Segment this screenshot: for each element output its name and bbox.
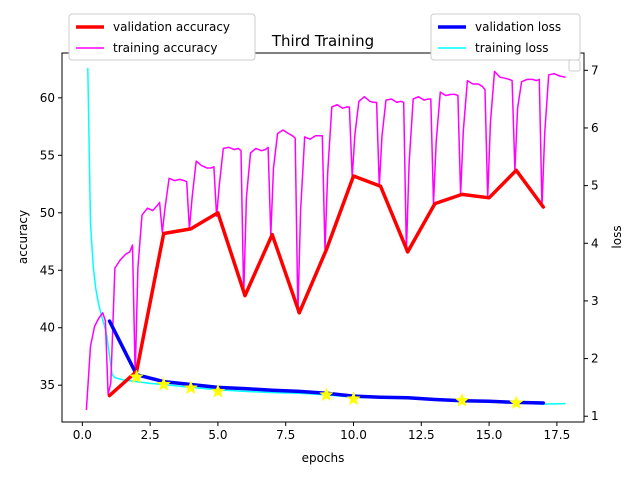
series-line-training-accuracy bbox=[85, 70, 566, 411]
y-left-tick-label: 35 bbox=[40, 378, 55, 392]
marker-layer bbox=[129, 369, 524, 410]
legend-left: validation accuracy training accuracy bbox=[68, 13, 256, 61]
y-right-tick-label: 6 bbox=[591, 121, 599, 135]
y-left-tick-label: 45 bbox=[40, 263, 55, 277]
y-right-tick-label: 3 bbox=[591, 294, 599, 308]
star-marker bbox=[210, 383, 226, 398]
star-marker bbox=[508, 395, 524, 410]
y-left-tick-label: 60 bbox=[40, 91, 55, 105]
legend-empty-box bbox=[568, 59, 581, 72]
legend-right-box bbox=[430, 13, 581, 61]
x-tick-label: 7.5 bbox=[276, 428, 295, 442]
series-line-validation-accuracy bbox=[107, 168, 546, 398]
y-right-tick-label: 5 bbox=[591, 179, 599, 193]
y-axis-left-ticks: 35 40 45 50 55 60 bbox=[40, 91, 62, 392]
x-tick-label: 17.5 bbox=[544, 428, 571, 442]
y-left-tick-label: 50 bbox=[40, 206, 55, 220]
y-right-tick-label: 4 bbox=[591, 236, 599, 250]
x-tick-label: 15.0 bbox=[476, 428, 503, 442]
x-tick-label: 12.5 bbox=[408, 428, 435, 442]
chart-title: Third Training bbox=[271, 32, 374, 50]
x-axis-ticks: 0.0 2.5 5.0 7.5 10.0 12.5 15.0 17.5 bbox=[73, 422, 570, 442]
star-marker bbox=[454, 392, 470, 407]
y-axis-right-ticks: 1 2 3 4 5 6 7 bbox=[584, 63, 599, 423]
y-right-tick-label: 1 bbox=[591, 409, 599, 423]
x-tick-label: 5.0 bbox=[208, 428, 227, 442]
x-axis-label: epochs bbox=[302, 451, 345, 465]
y-left-tick-label: 55 bbox=[40, 148, 55, 162]
star-marker bbox=[319, 387, 334, 402]
legend-label-validation-accuracy: validation accuracy bbox=[113, 20, 230, 34]
legend-label-training-accuracy: training accuracy bbox=[113, 41, 217, 55]
legend-label-training-loss: training loss bbox=[475, 41, 548, 55]
legend-right: validation loss training loss bbox=[430, 13, 581, 61]
y-axis-left-label: accuracy bbox=[16, 210, 30, 264]
x-tick-label: 10.0 bbox=[340, 428, 367, 442]
x-tick-label: 2.5 bbox=[141, 428, 160, 442]
star-marker bbox=[183, 380, 199, 395]
star-marker bbox=[129, 369, 144, 384]
y-right-tick-label: 7 bbox=[591, 63, 599, 77]
legend-left-box bbox=[68, 13, 256, 61]
y-left-tick-label: 40 bbox=[40, 321, 55, 335]
y-right-tick-label: 2 bbox=[591, 352, 599, 366]
star-marker bbox=[346, 391, 361, 406]
star-marker bbox=[156, 376, 171, 391]
legend-label-validation-loss: validation loss bbox=[475, 20, 561, 34]
x-tick-label: 0.0 bbox=[73, 428, 92, 442]
plot-frame bbox=[61, 52, 585, 423]
y-axis-right-label: loss bbox=[610, 225, 624, 248]
